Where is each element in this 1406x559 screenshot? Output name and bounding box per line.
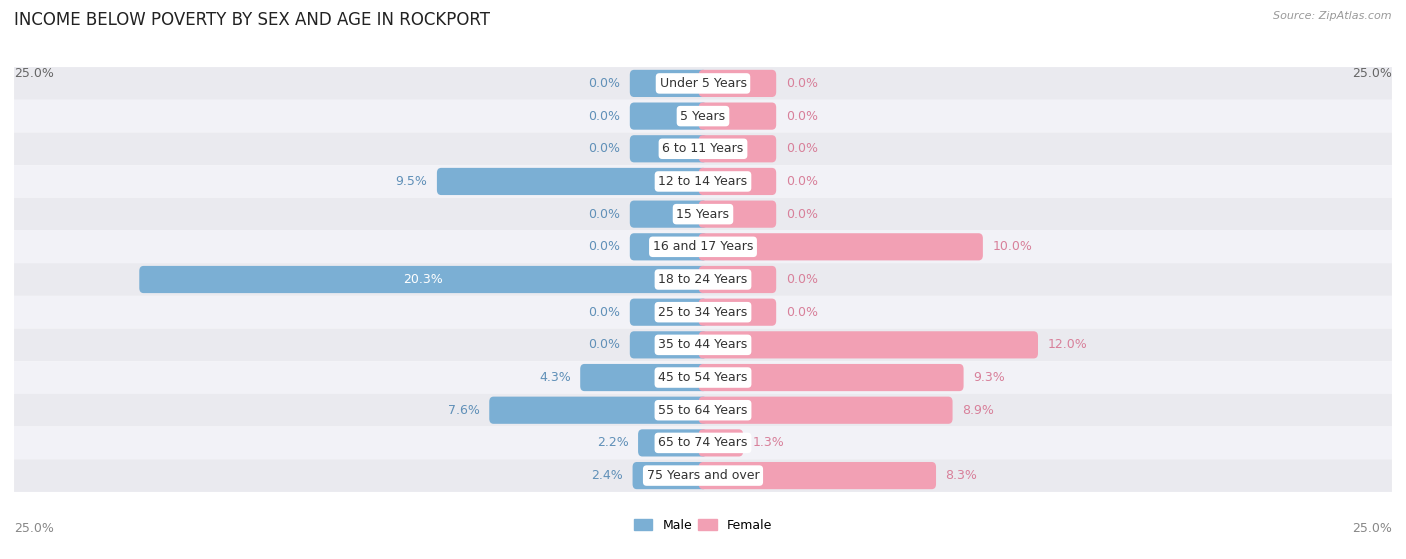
- Text: 10.0%: 10.0%: [993, 240, 1032, 253]
- FancyBboxPatch shape: [14, 459, 1392, 492]
- Text: 25.0%: 25.0%: [14, 67, 53, 80]
- Text: 7.6%: 7.6%: [449, 404, 479, 416]
- Legend: Male, Female: Male, Female: [628, 514, 778, 537]
- Text: Source: ZipAtlas.com: Source: ZipAtlas.com: [1274, 11, 1392, 21]
- Text: 9.5%: 9.5%: [395, 175, 427, 188]
- FancyBboxPatch shape: [14, 329, 1392, 361]
- FancyBboxPatch shape: [630, 299, 707, 326]
- Text: 16 and 17 Years: 16 and 17 Years: [652, 240, 754, 253]
- FancyBboxPatch shape: [699, 331, 1038, 358]
- Text: 0.0%: 0.0%: [588, 338, 620, 352]
- FancyBboxPatch shape: [437, 168, 707, 195]
- FancyBboxPatch shape: [14, 100, 1392, 132]
- FancyBboxPatch shape: [630, 201, 707, 228]
- Text: 12.0%: 12.0%: [1047, 338, 1087, 352]
- FancyBboxPatch shape: [699, 70, 776, 97]
- FancyBboxPatch shape: [633, 462, 707, 489]
- Text: 0.0%: 0.0%: [786, 77, 818, 90]
- FancyBboxPatch shape: [699, 397, 952, 424]
- FancyBboxPatch shape: [699, 233, 983, 260]
- FancyBboxPatch shape: [581, 364, 707, 391]
- FancyBboxPatch shape: [14, 296, 1392, 329]
- FancyBboxPatch shape: [489, 397, 707, 424]
- Text: 15 Years: 15 Years: [676, 207, 730, 221]
- FancyBboxPatch shape: [699, 201, 776, 228]
- Text: 55 to 64 Years: 55 to 64 Years: [658, 404, 748, 416]
- FancyBboxPatch shape: [630, 233, 707, 260]
- FancyBboxPatch shape: [699, 462, 936, 489]
- FancyBboxPatch shape: [14, 198, 1392, 230]
- Text: 25.0%: 25.0%: [1353, 67, 1392, 80]
- FancyBboxPatch shape: [630, 135, 707, 162]
- FancyBboxPatch shape: [14, 67, 1392, 100]
- FancyBboxPatch shape: [699, 102, 776, 130]
- FancyBboxPatch shape: [14, 165, 1392, 198]
- Text: 0.0%: 0.0%: [786, 110, 818, 122]
- Text: 0.0%: 0.0%: [588, 207, 620, 221]
- FancyBboxPatch shape: [14, 132, 1392, 165]
- Text: 25.0%: 25.0%: [14, 522, 53, 535]
- Text: 75 Years and over: 75 Years and over: [647, 469, 759, 482]
- FancyBboxPatch shape: [699, 266, 776, 293]
- Text: 4.3%: 4.3%: [538, 371, 571, 384]
- FancyBboxPatch shape: [139, 266, 707, 293]
- Text: 0.0%: 0.0%: [588, 77, 620, 90]
- Text: 8.3%: 8.3%: [945, 469, 977, 482]
- FancyBboxPatch shape: [14, 361, 1392, 394]
- Text: 2.2%: 2.2%: [596, 437, 628, 449]
- Text: 5 Years: 5 Years: [681, 110, 725, 122]
- FancyBboxPatch shape: [699, 299, 776, 326]
- Text: 0.0%: 0.0%: [786, 273, 818, 286]
- Text: 0.0%: 0.0%: [786, 207, 818, 221]
- Text: 25 to 34 Years: 25 to 34 Years: [658, 306, 748, 319]
- FancyBboxPatch shape: [630, 331, 707, 358]
- FancyBboxPatch shape: [699, 364, 963, 391]
- Text: 0.0%: 0.0%: [588, 240, 620, 253]
- FancyBboxPatch shape: [699, 429, 744, 457]
- Text: 2.4%: 2.4%: [592, 469, 623, 482]
- FancyBboxPatch shape: [638, 429, 707, 457]
- FancyBboxPatch shape: [699, 168, 776, 195]
- Text: INCOME BELOW POVERTY BY SEX AND AGE IN ROCKPORT: INCOME BELOW POVERTY BY SEX AND AGE IN R…: [14, 11, 491, 29]
- Text: 1.3%: 1.3%: [752, 437, 785, 449]
- Text: 12 to 14 Years: 12 to 14 Years: [658, 175, 748, 188]
- FancyBboxPatch shape: [14, 427, 1392, 459]
- Text: 35 to 44 Years: 35 to 44 Years: [658, 338, 748, 352]
- Text: 45 to 54 Years: 45 to 54 Years: [658, 371, 748, 384]
- Text: 20.3%: 20.3%: [404, 273, 443, 286]
- FancyBboxPatch shape: [630, 102, 707, 130]
- Text: 0.0%: 0.0%: [786, 306, 818, 319]
- Text: 18 to 24 Years: 18 to 24 Years: [658, 273, 748, 286]
- Text: 6 to 11 Years: 6 to 11 Years: [662, 143, 744, 155]
- FancyBboxPatch shape: [699, 135, 776, 162]
- Text: 0.0%: 0.0%: [588, 306, 620, 319]
- Text: 0.0%: 0.0%: [786, 175, 818, 188]
- Text: Under 5 Years: Under 5 Years: [659, 77, 747, 90]
- Text: 0.0%: 0.0%: [588, 110, 620, 122]
- Text: 0.0%: 0.0%: [588, 143, 620, 155]
- FancyBboxPatch shape: [14, 230, 1392, 263]
- Text: 65 to 74 Years: 65 to 74 Years: [658, 437, 748, 449]
- Text: 25.0%: 25.0%: [1353, 522, 1392, 535]
- FancyBboxPatch shape: [14, 263, 1392, 296]
- Text: 0.0%: 0.0%: [786, 143, 818, 155]
- Text: 8.9%: 8.9%: [962, 404, 994, 416]
- FancyBboxPatch shape: [630, 70, 707, 97]
- FancyBboxPatch shape: [14, 394, 1392, 427]
- Text: 9.3%: 9.3%: [973, 371, 1005, 384]
